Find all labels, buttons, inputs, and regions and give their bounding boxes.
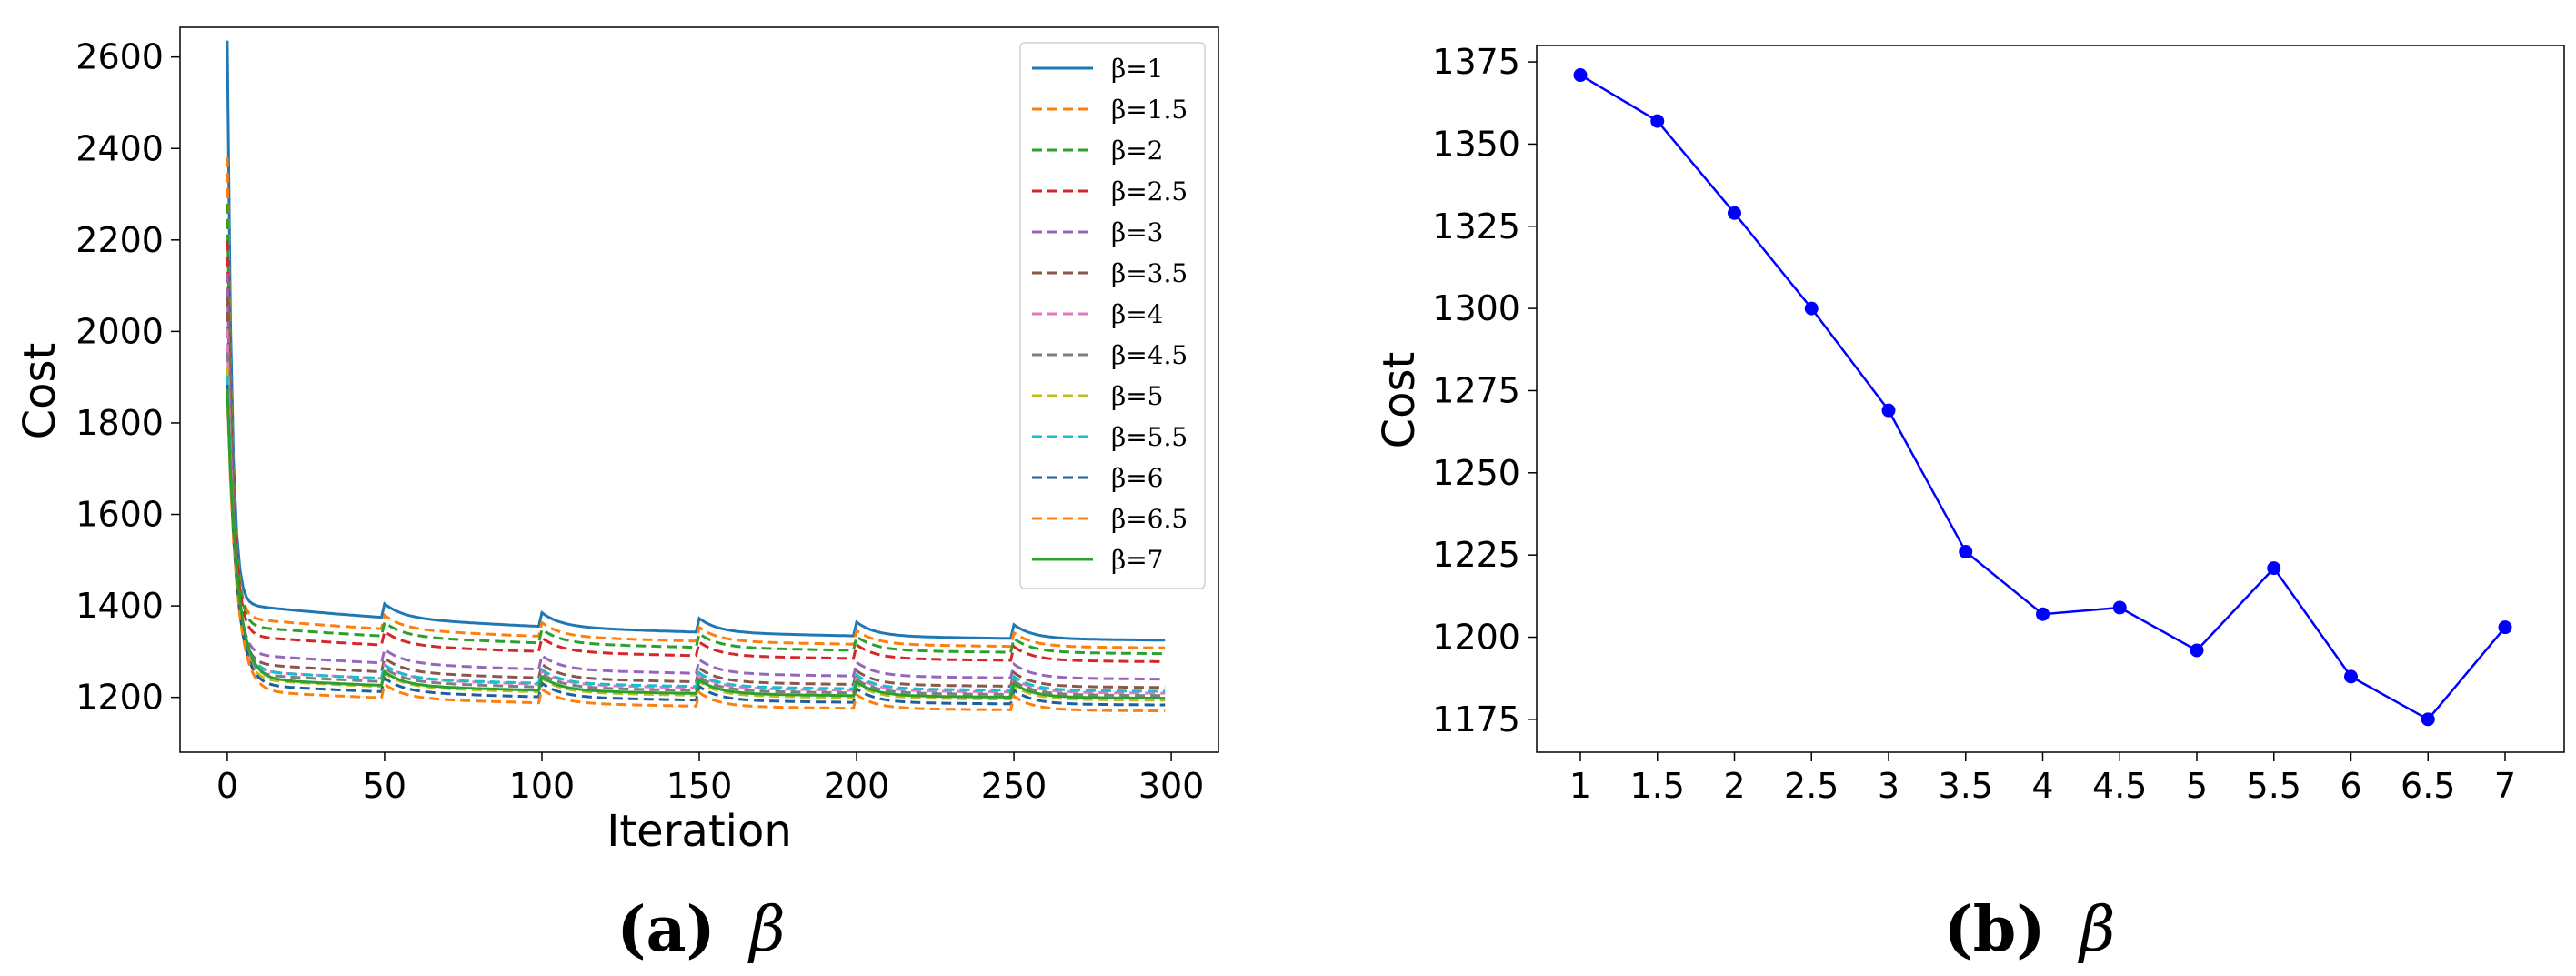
chart-a-series-line xyxy=(226,393,1166,713)
chart-b-x-tick-label: 1.5 xyxy=(1630,766,1685,806)
chart-a-caption-symbol: β xyxy=(747,894,785,966)
chart-b-data-point xyxy=(1804,301,1819,316)
chart-a-legend-entry: β=3 xyxy=(1111,217,1163,247)
chart-b-y-axis-label: Cost xyxy=(1374,352,1425,449)
chart-b-caption-symbol: β xyxy=(2077,894,2115,966)
chart-a-legend-entry: β=5.5 xyxy=(1111,422,1188,452)
chart-a-legend-entry: β=4 xyxy=(1111,299,1163,329)
chart-a-y-tick-label: 2000 xyxy=(75,311,164,351)
chart-a-series-line xyxy=(226,375,1166,693)
chart-b-y-ticks: 1175 1200 1225 1250 1275 1300 1325 1350 1375 xyxy=(1432,42,1537,740)
chart-b-data-point xyxy=(2112,600,2127,615)
chart-b-data-point xyxy=(2190,643,2204,658)
chart-a-legend-entry: β=1 xyxy=(1111,54,1163,84)
chart-b-y-tick-label: 1325 xyxy=(1432,206,1520,247)
chart-a-legend-entry: β=5 xyxy=(1111,381,1163,411)
chart-b-x-tick-label: 5 xyxy=(2186,766,2208,806)
chart-a-series-line xyxy=(226,273,1166,681)
chart-b-y-tick-label: 1300 xyxy=(1432,288,1520,328)
chart-a-legend-entry: β=2 xyxy=(1111,136,1163,166)
chart-b-y-tick-label: 1375 xyxy=(1432,42,1520,82)
chart-a-legend-entry: β=7 xyxy=(1111,545,1163,575)
chart-a-y-tick-label: 2200 xyxy=(75,220,164,260)
chart-a-x-tick-label: 250 xyxy=(981,766,1047,806)
chart-a-y-axis-label: Cost xyxy=(15,343,65,440)
chart-a-series-line xyxy=(226,389,1166,700)
chart-b-x-tick-label: 5.5 xyxy=(2247,766,2301,806)
chart-b-data-point xyxy=(1650,114,1665,128)
chart-a-caption: (a) β xyxy=(616,893,785,966)
chart-a-legend-entry: β=6.5 xyxy=(1111,504,1188,534)
chart-b-x-tick-label: 1 xyxy=(1569,766,1591,806)
chart-b-data-point xyxy=(1881,403,1896,418)
chart-b-data-point xyxy=(2267,561,2281,576)
chart-a-x-axis-label: Iteration xyxy=(606,806,792,857)
chart-b-x-tick-label: 3 xyxy=(1878,766,1899,806)
chart-b-y-tick-label: 1350 xyxy=(1432,124,1520,164)
chart-b-caption: (b) β xyxy=(1944,893,2116,966)
chart-a-y-tick-label: 2400 xyxy=(75,128,164,168)
chart-a-y-tick-label: 1800 xyxy=(75,403,164,443)
chart-b-data-point xyxy=(2498,620,2512,635)
chart-a-caption-label: (a) xyxy=(616,893,715,966)
chart-b-frame xyxy=(1536,45,2565,753)
chart-a-x-tick-label: 150 xyxy=(667,766,733,806)
chart-a-legend-entry: β=4.5 xyxy=(1111,340,1188,370)
chart-a-x-tick-label: 50 xyxy=(363,766,406,806)
chart-a-y-ticks: 1200 1400 1600 1800 2000 2200 2400 2600 xyxy=(75,37,180,718)
chart-a-x-tick-label: 0 xyxy=(216,766,238,806)
chart-a-series-lines xyxy=(226,40,1166,713)
chart-b-x-tick-label: 6.5 xyxy=(2401,766,2455,806)
chart-b-x-ticks: 1 1.5 2 2.5 3 3.5 4 4.5 5 5.5 6 6.5 7 xyxy=(1569,752,2516,806)
chart-a-x-ticks: 0 50 100 150 200 250 300 xyxy=(216,752,1205,806)
chart-b-y-tick-label: 1275 xyxy=(1432,370,1520,410)
chart-b-data-point xyxy=(2036,607,2050,621)
chart-b-y-tick-label: 1175 xyxy=(1432,699,1520,740)
chart-b-data-point xyxy=(2421,712,2435,727)
chart-a-legend-entry: β=1.5 xyxy=(1111,95,1188,125)
chart-b-x-tick-label: 4.5 xyxy=(2092,766,2147,806)
chart-b-data-point xyxy=(2344,669,2358,684)
chart-a-y-tick-label: 1400 xyxy=(75,586,164,626)
chart-a-x-tick-label: 200 xyxy=(824,766,890,806)
chart-b-y-tick-label: 1225 xyxy=(1432,535,1520,575)
chart-a: 0 50 100 150 200 250 300 1200 1400 1600 1800 2000 2… xyxy=(15,26,1219,966)
chart-a-series-line xyxy=(226,40,1166,642)
chart-a-y-tick-label: 1600 xyxy=(75,495,164,535)
chart-b-line xyxy=(1579,74,2506,721)
chart-a-legend-box xyxy=(1019,42,1206,589)
chart-b: 1 1.5 2 2.5 3 3.5 4 4.5 5 5.5 6 6.5 7 1175 1200 1225 12… xyxy=(1374,42,2565,966)
chart-b-x-tick-label: 7 xyxy=(2494,766,2516,806)
chart-b-y-tick-label: 1250 xyxy=(1432,453,1520,493)
chart-b-x-tick-label: 3.5 xyxy=(1939,766,1993,806)
chart-a-x-tick-label: 100 xyxy=(509,766,576,806)
chart-a-legend: β=1 β=1.5 β=2 β=2.5 β=3 β=3.5 β=4 β=4.5 β=5 β=5.5… xyxy=(1019,42,1206,589)
chart-a-x-tick-label: 300 xyxy=(1138,766,1205,806)
chart-a-legend-entry: β=6 xyxy=(1111,463,1163,493)
chart-b-data-point xyxy=(1728,206,1741,220)
chart-a-series-line xyxy=(226,366,1166,702)
chart-a-y-tick-label: 2600 xyxy=(75,37,164,77)
chart-a-series-line xyxy=(226,203,1166,656)
chart-a-legend-entry: β=2.5 xyxy=(1111,176,1188,206)
chart-a-series-line xyxy=(226,156,1166,649)
chart-b-x-tick-label: 6 xyxy=(2340,766,2361,806)
chart-b-data-point xyxy=(1573,68,1588,83)
chart-a-y-tick-label: 1200 xyxy=(75,678,164,718)
chart-b-y-tick-label: 1200 xyxy=(1432,618,1520,658)
chart-a-legend-entry: β=3.5 xyxy=(1111,258,1188,288)
chart-a-series-line xyxy=(226,240,1166,663)
chart-b-series-line xyxy=(1573,68,2512,727)
chart-b-x-tick-label: 2 xyxy=(1723,766,1745,806)
chart-b-data-point xyxy=(1959,545,1973,559)
chart-b-x-tick-label: 2.5 xyxy=(1784,766,1839,806)
chart-b-caption-label: (b) xyxy=(1944,893,2046,966)
chart-b-x-tick-label: 4 xyxy=(2031,766,2053,806)
